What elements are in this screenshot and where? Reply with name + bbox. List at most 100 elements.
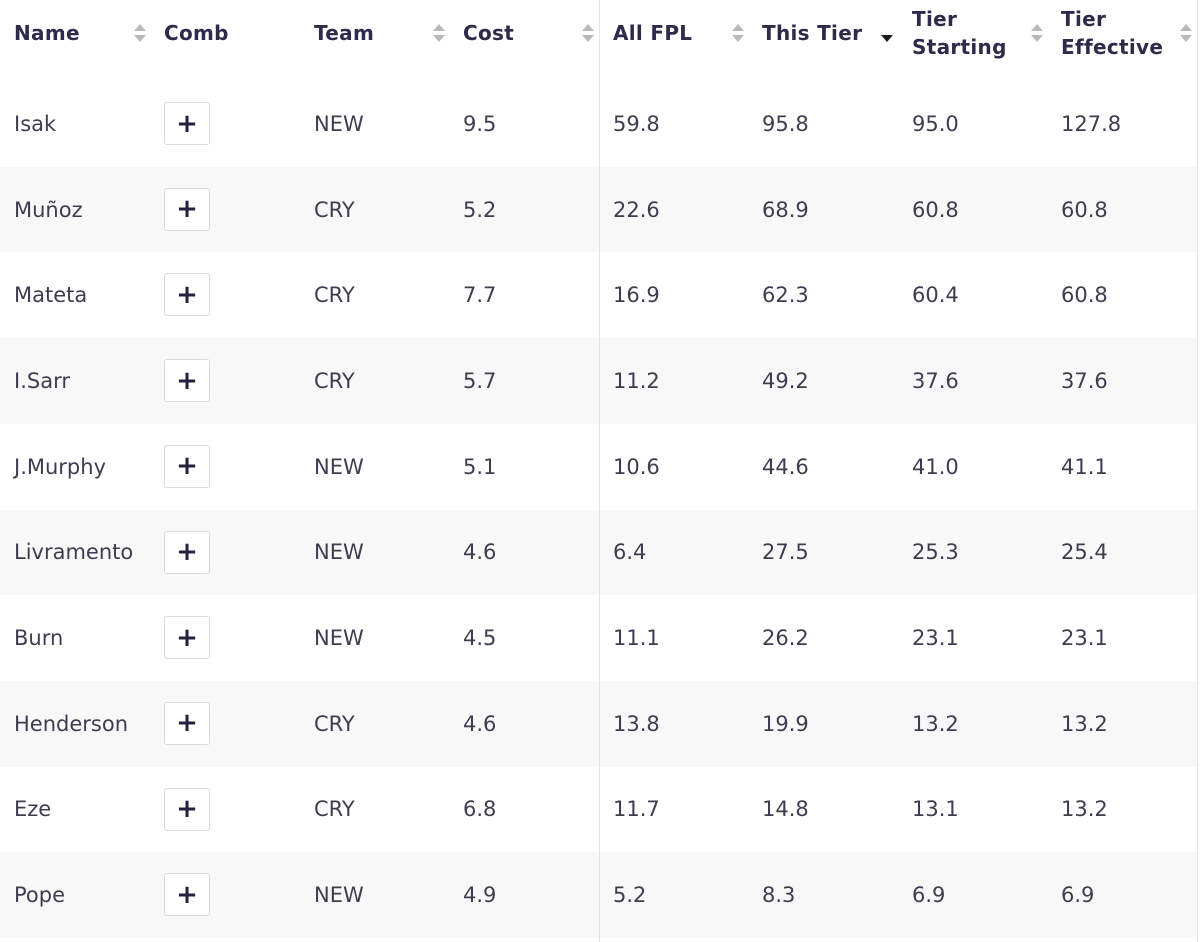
tier-starting-cell: 60.8 bbox=[912, 197, 959, 222]
column-header-this-tier[interactable]: This Tier bbox=[762, 0, 862, 66]
tier-effective-cell: 60.8 bbox=[1061, 197, 1108, 222]
add-to-comb-button[interactable]: + bbox=[164, 187, 210, 231]
cost-cell: 5.2 bbox=[463, 197, 497, 222]
tier-effective-cell: 60.8 bbox=[1061, 283, 1108, 308]
sort-updown-icon[interactable] bbox=[133, 22, 147, 44]
column-header-all-fpl[interactable]: All FPL bbox=[613, 0, 692, 66]
player-name-cell: Livramento bbox=[14, 540, 134, 565]
tier-effective-cell: 6.9 bbox=[1061, 883, 1095, 908]
team-cell: CRY bbox=[314, 368, 355, 393]
table-row: Isak + NEW 9.5 59.8 95.8 95.0 127.8 bbox=[0, 81, 1198, 167]
team-cell: CRY bbox=[314, 711, 355, 736]
column-header-label: Name bbox=[14, 21, 80, 45]
tier-effective-cell: 41.1 bbox=[1061, 454, 1108, 479]
all-fpl-cell: 6.4 bbox=[613, 540, 647, 565]
plus-icon: + bbox=[176, 537, 198, 567]
all-fpl-cell: 22.6 bbox=[613, 197, 660, 222]
table-header: Name Comb Team Cost All FPL This Tier Tier Sta… bbox=[0, 0, 1200, 81]
column-header-label: All FPL bbox=[613, 21, 693, 45]
this-tier-cell: 26.2 bbox=[762, 626, 809, 651]
this-tier-cell: 8.3 bbox=[762, 883, 796, 908]
column-header-label: This Tier bbox=[762, 21, 863, 45]
add-to-comb-button[interactable]: + bbox=[164, 873, 210, 917]
column-header-name[interactable]: Name bbox=[14, 0, 80, 66]
tier-effective-cell: 127.8 bbox=[1061, 111, 1122, 136]
this-tier-cell: 62.3 bbox=[762, 283, 809, 308]
column-header-label: Comb bbox=[164, 21, 229, 45]
plus-icon: + bbox=[176, 451, 198, 482]
player-name-cell: Isak bbox=[14, 111, 57, 136]
tier-effective-cell: 13.2 bbox=[1061, 711, 1108, 736]
team-cell: CRY bbox=[314, 797, 355, 822]
table-row: Eze + CRY 6.8 11.7 14.8 13.1 13.2 bbox=[0, 767, 1198, 853]
add-to-comb-button[interactable]: + bbox=[164, 616, 210, 660]
tier-starting-cell: 13.1 bbox=[912, 797, 959, 822]
add-to-comb-button[interactable]: + bbox=[164, 787, 210, 831]
column-header-tier-starting[interactable]: Tier Starting bbox=[912, 0, 1012, 66]
this-tier-cell: 14.8 bbox=[762, 797, 809, 822]
tier-starting-cell: 13.2 bbox=[912, 711, 959, 736]
add-to-comb-button[interactable]: + bbox=[164, 102, 210, 145]
this-tier-cell: 95.8 bbox=[762, 111, 809, 136]
team-cell: NEW bbox=[314, 454, 364, 479]
add-to-comb-button[interactable]: + bbox=[164, 359, 210, 403]
plus-icon: + bbox=[176, 365, 198, 396]
player-name-cell: I.Sarr bbox=[14, 368, 70, 393]
sort-updown-icon[interactable] bbox=[731, 22, 745, 44]
team-cell: NEW bbox=[314, 883, 364, 908]
team-cell: NEW bbox=[314, 540, 364, 565]
sort-updown-icon[interactable] bbox=[581, 22, 595, 44]
add-to-comb-button[interactable]: + bbox=[164, 701, 210, 745]
plus-icon: + bbox=[176, 622, 198, 653]
sort-descending-icon[interactable] bbox=[880, 22, 894, 44]
player-name-cell: J.Murphy bbox=[14, 454, 106, 479]
column-header-team[interactable]: Team bbox=[314, 0, 374, 66]
sort-updown-icon[interactable] bbox=[1030, 22, 1044, 44]
player-name-cell: Pope bbox=[14, 883, 66, 908]
cost-cell: 9.5 bbox=[463, 111, 497, 136]
table-row: Burn + NEW 4.5 11.1 26.2 23.1 23.1 bbox=[0, 595, 1198, 681]
team-cell: CRY bbox=[314, 197, 355, 222]
all-fpl-cell: 11.2 bbox=[613, 368, 660, 393]
tier-starting-cell: 25.3 bbox=[912, 540, 959, 565]
player-name-cell: Eze bbox=[14, 797, 52, 822]
column-header-label: Tier Effective bbox=[1061, 7, 1164, 59]
all-fpl-cell: 10.6 bbox=[613, 454, 660, 479]
tier-starting-cell: 41.0 bbox=[912, 454, 959, 479]
tier-starting-cell: 6.9 bbox=[912, 883, 946, 908]
add-to-comb-button[interactable]: + bbox=[164, 273, 210, 317]
this-tier-cell: 49.2 bbox=[762, 368, 809, 393]
player-name-cell: Burn bbox=[14, 626, 64, 651]
table-row: Mateta + CRY 7.7 16.9 62.3 60.4 60.8 bbox=[0, 252, 1198, 338]
column-header-label: Tier Starting bbox=[912, 7, 1007, 59]
player-name-cell: Muñoz bbox=[14, 197, 83, 222]
team-cell: NEW bbox=[314, 626, 364, 651]
all-fpl-cell: 11.1 bbox=[613, 626, 660, 651]
cost-cell: 5.7 bbox=[463, 368, 497, 393]
this-tier-cell: 44.6 bbox=[762, 454, 809, 479]
tier-starting-cell: 23.1 bbox=[912, 626, 959, 651]
column-header-label: Team bbox=[314, 21, 375, 45]
sort-updown-icon[interactable] bbox=[1179, 22, 1193, 44]
tier-starting-cell: 37.6 bbox=[912, 368, 959, 393]
column-header-cost[interactable]: Cost bbox=[463, 0, 514, 66]
plus-icon: + bbox=[176, 108, 198, 139]
cost-cell: 6.8 bbox=[463, 797, 497, 822]
plus-icon: + bbox=[176, 879, 198, 910]
team-cell: CRY bbox=[314, 283, 355, 308]
table-right-border bbox=[1197, 0, 1198, 942]
cost-cell: 4.6 bbox=[463, 711, 497, 736]
table-row: J.Murphy + NEW 5.1 10.6 44.6 41.0 41.1 bbox=[0, 424, 1198, 510]
plus-icon: + bbox=[176, 708, 198, 739]
all-fpl-cell: 5.2 bbox=[613, 883, 647, 908]
tier-starting-cell: 60.4 bbox=[912, 283, 959, 308]
column-header-label: Cost bbox=[463, 21, 515, 45]
add-to-comb-button[interactable]: + bbox=[164, 530, 210, 574]
column-header-tier-effective[interactable]: Tier Effective bbox=[1061, 0, 1164, 66]
sort-updown-icon[interactable] bbox=[432, 22, 446, 44]
all-fpl-cell: 13.8 bbox=[613, 711, 660, 736]
tier-effective-cell: 23.1 bbox=[1061, 626, 1108, 651]
add-to-comb-button[interactable]: + bbox=[164, 444, 210, 488]
column-divider bbox=[599, 0, 600, 942]
